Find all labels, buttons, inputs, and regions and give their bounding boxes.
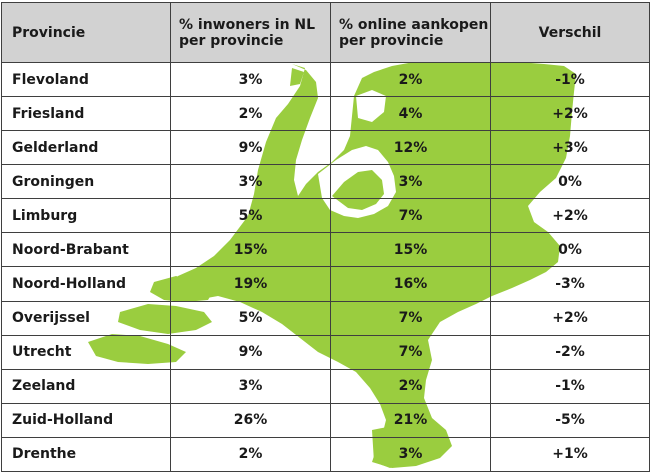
header-inwoners: % inwoners in NL per provincie (170, 2, 331, 63)
cell-inwoners: 2% (170, 96, 331, 132)
table-row: Flevoland 3% 2% -1% (1, 61, 650, 98)
cell-provincie: Friesland (1, 96, 171, 132)
cell-inwoners: 19% (170, 266, 331, 302)
table-row: Groningen 3% 3% 0% (1, 164, 650, 200)
cell-online: 16% (330, 266, 491, 302)
table-row: Friesland 2% 4% +2% (1, 96, 650, 132)
table-row: Utrecht 9% 7% -2% (1, 334, 650, 370)
table-row: Gelderland 9% 12% +3% (1, 130, 650, 166)
table-row: Overijssel 5% 7% +2% (1, 300, 650, 336)
header-provincie: Provincie (1, 2, 171, 63)
cell-provincie: Utrecht (1, 334, 171, 370)
cell-inwoners: 15% (170, 232, 331, 268)
cell-provincie: Groningen (1, 164, 171, 200)
cell-online: 3% (330, 164, 491, 200)
cell-inwoners: 3% (170, 368, 331, 404)
cell-verschil: +1% (490, 436, 650, 473)
cell-verschil: -2% (490, 334, 650, 370)
cell-verschil: +2% (490, 96, 650, 132)
cell-online: 12% (330, 130, 491, 166)
cell-provincie: Flevoland (1, 61, 171, 98)
cell-provincie: Noord-Holland (1, 266, 171, 302)
cell-provincie: Limburg (1, 198, 171, 234)
cell-provincie: Zuid-Holland (1, 402, 171, 438)
cell-verschil: -1% (490, 61, 650, 98)
cell-provincie: Zeeland (1, 368, 171, 404)
cell-provincie: Gelderland (1, 130, 171, 166)
cell-online: 21% (330, 402, 491, 438)
cell-verschil: -3% (490, 266, 650, 302)
cell-provincie: Overijssel (1, 300, 171, 336)
table-row: Limburg 5% 7% +2% (1, 198, 650, 234)
cell-inwoners: 26% (170, 402, 331, 438)
cell-inwoners: 9% (170, 130, 331, 166)
cell-inwoners: 9% (170, 334, 331, 370)
cell-inwoners: 3% (170, 164, 331, 200)
cell-online: 7% (330, 334, 491, 370)
cell-inwoners: 5% (170, 198, 331, 234)
cell-verschil: +2% (490, 198, 650, 234)
header-verschil: Verschil (490, 2, 650, 63)
cell-online: 15% (330, 232, 491, 268)
table-header-row: Provincie % inwoners in NL per provincie… (1, 2, 650, 63)
cell-inwoners: 3% (170, 61, 331, 98)
cell-online: 7% (330, 198, 491, 234)
header-online-aankopen: % online aankopen per provincie (330, 2, 491, 63)
table-row: Zuid-Holland 26% 21% -5% (1, 402, 650, 438)
cell-verschil: -5% (490, 402, 650, 438)
cell-provincie: Noord-Brabant (1, 232, 171, 268)
table-row: Zeeland 3% 2% -1% (1, 368, 650, 404)
cell-online: 3% (330, 436, 491, 473)
table-row: Drenthe 2% 3% +1% (1, 436, 650, 473)
cell-online: 2% (330, 61, 491, 98)
cell-inwoners: 2% (170, 436, 331, 473)
cell-verschil: -1% (490, 368, 650, 404)
cell-verschil: +3% (490, 130, 650, 166)
cell-online: 7% (330, 300, 491, 336)
cell-verschil: 0% (490, 232, 650, 268)
cell-online: 4% (330, 96, 491, 132)
cell-verschil: +2% (490, 300, 650, 336)
table-row: Noord-Brabant 15% 15% 0% (1, 232, 650, 268)
cell-verschil: 0% (490, 164, 650, 200)
cell-online: 2% (330, 368, 491, 404)
table-row: Noord-Holland 19% 16% -3% (1, 266, 650, 302)
cell-provincie: Drenthe (1, 436, 171, 473)
cell-inwoners: 5% (170, 300, 331, 336)
